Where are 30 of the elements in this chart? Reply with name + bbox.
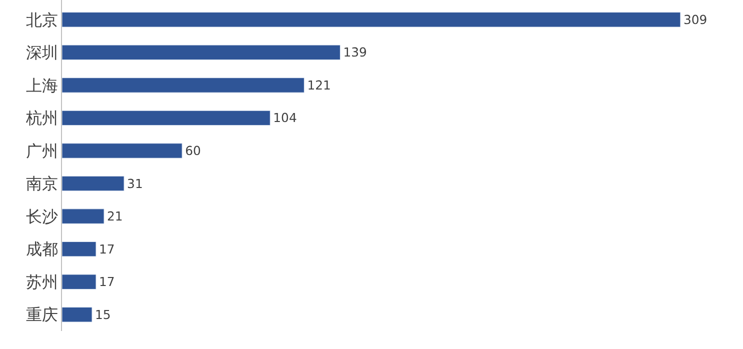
y-tick-label: 苏州 xyxy=(26,272,58,292)
y-tick-label: 长沙 xyxy=(26,206,58,226)
bar xyxy=(62,78,304,93)
data-label: 309 xyxy=(683,12,708,27)
bar xyxy=(62,176,124,192)
y-tick-label: 广州 xyxy=(26,141,58,160)
y-tick-label: 上海 xyxy=(26,76,58,95)
y-tick-label: 南京 xyxy=(26,174,58,194)
data-label: 31 xyxy=(127,176,143,191)
bar xyxy=(62,241,96,257)
y-tick-label: 成都 xyxy=(26,240,58,259)
y-tick-label: 深圳 xyxy=(26,43,58,62)
bar xyxy=(62,12,681,28)
data-label: 15 xyxy=(95,306,111,322)
y-tick-label: 重庆 xyxy=(26,305,58,324)
data-label: 104 xyxy=(273,110,297,126)
bar xyxy=(62,208,104,224)
data-label: 60 xyxy=(185,143,201,158)
bar xyxy=(62,274,96,290)
y-tick-label: 杭州 xyxy=(24,108,58,128)
data-label: 139 xyxy=(343,44,367,60)
data-label: 17 xyxy=(99,241,115,256)
data-label: 21 xyxy=(107,208,123,224)
data-label: 121 xyxy=(307,77,331,92)
y-tick-label: 北京 xyxy=(26,10,58,30)
bar xyxy=(62,110,270,126)
bar xyxy=(62,143,182,158)
bar xyxy=(62,44,340,60)
bar xyxy=(62,306,92,322)
data-label: 17 xyxy=(99,274,115,290)
